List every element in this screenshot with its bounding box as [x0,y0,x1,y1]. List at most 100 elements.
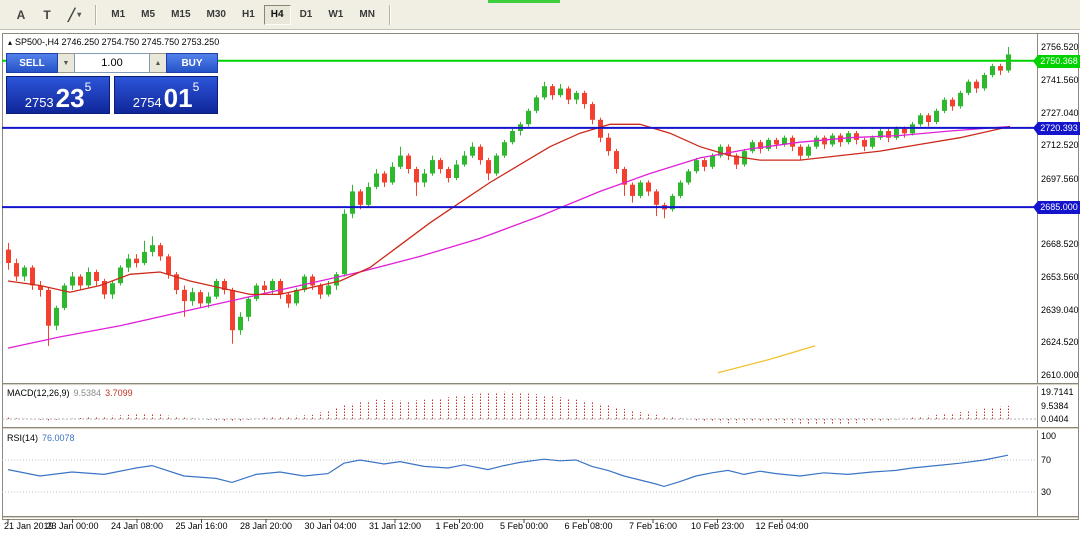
macd-pane-label: MACD(12,26,9) 9.5384 3.7099 [7,388,133,398]
candle-body [198,292,203,304]
rsi-axis-label: 70 [1041,455,1052,465]
timeframe-button-m1[interactable]: M1 [104,5,132,25]
timeframe-button-m5[interactable]: M5 [134,5,162,25]
candle-body [14,263,19,277]
candle-body [222,281,227,290]
candle-body [206,296,211,304]
timeframe-button-h1[interactable]: H1 [235,5,262,25]
candle-body [30,267,35,286]
timeframe-button-d1[interactable]: D1 [293,5,320,25]
candle-body [158,245,163,257]
candle-body [750,142,755,152]
candle-body [142,251,147,264]
candle-body [166,256,171,275]
alert-line-green-badge: 2750.368 [1033,54,1080,68]
time-axis-label: 30 Jan 04:00 [304,521,357,531]
buy-button[interactable]: BUY [166,53,218,73]
candle-body [710,155,715,167]
candle-body [230,289,235,331]
candle-body [54,307,59,326]
candle-body [102,281,107,295]
drawing-tool-icon: ╱ [68,7,76,22]
price-axis-label: 2756.520 [1041,42,1079,52]
candle-body [926,115,931,122]
candle-body [670,195,675,210]
candle-body [558,88,563,96]
candle-body [534,97,539,111]
candle-body [398,155,403,167]
candle-body [342,213,347,275]
time-axis-label: 6 Feb 08:00 [564,521,613,531]
timeframe-button-mn[interactable]: MN [352,5,382,25]
candle-body [94,272,99,281]
candle-body [6,249,11,263]
bid-price-display[interactable]: 2753 23 5 [6,76,110,114]
bid-price-prefix: 2753 [24,95,54,110]
candle-body [934,110,939,122]
time-axis-label: 10 Feb 23:00 [690,521,745,531]
text-tool-button[interactable]: T [35,4,59,26]
candle-body [822,137,827,145]
time-axis-label: 28 Jan 20:00 [239,521,293,531]
candle-body [814,137,819,147]
candle-body [286,294,291,304]
time-axis-label: 1 Feb 20:00 [435,521,484,531]
candle-body [902,128,907,134]
candle-body [590,104,595,120]
candle-body [702,160,707,167]
volume-decrease-button[interactable]: ▼ [58,53,74,73]
candle-body [830,135,835,145]
candle-body [974,81,979,89]
price-axis-label: 2697.560 [1041,173,1079,184]
ask-price-pip: 5 [192,80,200,94]
rsi-line [7,454,1009,488]
objects-marker-icon: ▴ [8,38,13,47]
sell-button[interactable]: SELL [6,53,58,73]
candle-body [238,316,243,331]
candle-body [110,283,115,295]
resistance-line-blue-badge: 2720.393 [1033,121,1080,135]
candle-body [982,75,987,89]
candle-body [782,137,787,145]
candle-body [190,292,195,302]
candle-body [798,146,803,156]
ask-price-prefix: 2754 [132,95,162,110]
timeframe-button-m15[interactable]: M15 [164,5,197,25]
ask-price-display[interactable]: 2754 01 5 [114,76,218,114]
candle-body [462,155,467,165]
candle-body [150,245,155,252]
candle-body [470,146,475,156]
candle-body [62,285,67,308]
candle-body [334,274,339,286]
pane-divider-main-macd[interactable] [3,383,1078,386]
badge-arrow-icon [1033,201,1038,215]
drawing-tools-button[interactable]: ╱ ▾ [61,4,88,26]
time-axis-label: 25 Jan 16:00 [175,521,228,531]
ohlc-quote-text: SP500-,H4 2746.250 2754.750 2745.750 275… [15,37,220,47]
candle-body [678,182,683,196]
candle-body [606,137,611,152]
toolbar-separator [388,4,391,25]
pane-divider-macd-rsi[interactable] [3,427,1078,430]
candle-body [918,115,923,125]
macd-indicator-name: MACD(12,26,9) [7,388,70,398]
pane-divider-rsi-timeaxis[interactable] [3,516,1078,519]
candle-body [502,142,507,156]
time-axis-label: 24 Jan 08:00 [110,521,164,531]
volume-input[interactable] [74,53,150,73]
candle-body [510,131,515,143]
arrow-tool-button[interactable]: A [9,4,33,26]
volume-increase-button[interactable]: ▲ [150,53,166,73]
badge-arrow-icon [1033,54,1038,68]
candle-body [766,139,771,149]
candle-body [350,191,355,214]
price-axis-label: 2653.560 [1041,272,1079,283]
candle-body [950,99,955,107]
candle-body [366,187,371,205]
timeframe-button-m30[interactable]: M30 [200,5,233,25]
timeframe-button-h4[interactable]: H4 [263,4,291,25]
candle-body [734,155,739,165]
timeframe-button-w1[interactable]: W1 [321,5,350,25]
price-axis-label: 2668.520 [1041,238,1079,249]
time-axis-label: 5 Feb 00:00 [499,521,549,531]
